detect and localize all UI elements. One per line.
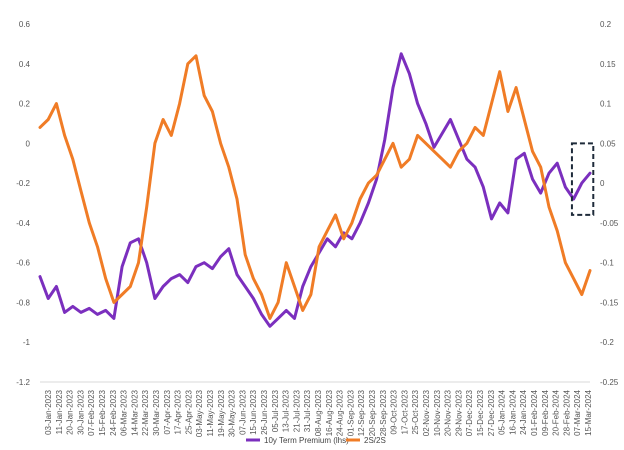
- x-tick-label: 24-Aug-2023: [336, 389, 345, 436]
- x-tick-label: 15-Jun-2023: [249, 389, 258, 434]
- x-tick-label: 07-Feb-2023: [87, 389, 96, 435]
- x-tick-label: 08-Aug-2023: [314, 389, 323, 436]
- x-tick-label: 07-Mar-2024: [573, 389, 582, 435]
- x-tick-label: 30-May-2023: [228, 389, 237, 437]
- x-tick-label: 05-Jul-2023: [271, 389, 280, 432]
- y-left-tick-label: 0: [26, 139, 31, 148]
- y-left-tick-label: -1: [23, 338, 31, 347]
- x-tick-label: 10-Nov-2023: [433, 389, 442, 436]
- y-right-tick-label: -0.15: [600, 298, 619, 307]
- y-left-tick-label: -0.8: [16, 298, 30, 307]
- x-tick-label: 21-Jul-2023: [292, 389, 301, 432]
- x-tick-label: 02-Nov-2023: [422, 389, 431, 436]
- x-tick-label: 17-Apr-2023: [174, 389, 183, 434]
- x-tick-label: 26-Jun-2023: [260, 389, 269, 434]
- x-tick-label: 09-Oct-2023: [390, 389, 399, 434]
- term-premium-line: [38, 52, 592, 328]
- x-tick-label: 24-Feb-2023: [109, 389, 118, 435]
- x-tick-label: 24-Jan-2024: [519, 389, 528, 434]
- x-tick-label: 31-Jul-2023: [303, 389, 312, 432]
- x-tick-label: 30-Jan-2023: [76, 389, 85, 434]
- x-tick-label: 07-Apr-2023: [163, 389, 172, 434]
- x-tick-label: 09-Feb-2024: [541, 389, 550, 435]
- two-s-two-s-line: [38, 54, 592, 320]
- x-tick-label: 28-Sep-2023: [379, 389, 388, 436]
- x-tick-label: 15-Dec-2023: [476, 389, 485, 436]
- x-tick-label: 22-Mar-2023: [141, 389, 150, 435]
- y-left-tick-label: 0.6: [19, 20, 31, 29]
- y-right-tick-label: 0.1: [600, 100, 612, 109]
- y-left-tick-label: 0.2: [19, 100, 31, 109]
- x-tick-label: 20-Nov-2023: [444, 389, 453, 436]
- x-tick-label: 16-Jan-2024: [508, 389, 517, 434]
- y-left-tick-label: -0.4: [16, 219, 30, 228]
- y-right-tick-label: -0.25: [600, 378, 619, 387]
- x-tick-label: 07-Jun-2023: [238, 389, 247, 434]
- y-left-tick-label: -1.2: [16, 378, 30, 387]
- x-tick-label: 30-Mar-2023: [152, 389, 161, 435]
- y-left-tick-label: 0.4: [19, 60, 31, 69]
- y-right-tick-label: 0: [600, 179, 605, 188]
- x-tick-label: 15-Mar-2024: [584, 389, 593, 435]
- x-tick-label: 20-Jan-2023: [66, 389, 75, 434]
- x-tick-label: 15-Feb-2023: [98, 389, 107, 435]
- y-right-tick-label: 0.05: [600, 139, 616, 148]
- x-tick-label: 16-Aug-2023: [325, 389, 334, 436]
- y-right-tick-label: -0.1: [600, 259, 614, 268]
- x-tick-label: 28-Feb-2024: [562, 389, 571, 435]
- x-tick-label: 20-Feb-2024: [552, 389, 561, 435]
- x-tick-label: 25-Apr-2023: [184, 389, 193, 434]
- x-tick-label: 29-Nov-2023: [454, 389, 463, 436]
- x-tick-label: 01-Sep-2023: [346, 389, 355, 436]
- x-tick-label: 01-Feb-2024: [530, 389, 539, 435]
- x-tick-label: 25-Oct-2023: [411, 389, 420, 434]
- y-right-tick-label: 0.2: [600, 20, 612, 29]
- x-tick-label: 06-Mar-2023: [120, 389, 129, 435]
- x-tick-label: 05-Jan-2024: [498, 389, 507, 434]
- x-tick-label: 12-Sep-2023: [357, 389, 366, 436]
- y-left-tick-label: -0.2: [16, 179, 30, 188]
- x-tick-label: 27-Dec-2023: [487, 389, 496, 436]
- x-tick-label: 03-Jan-2023: [44, 389, 53, 434]
- x-tick-label: 11-Jan-2023: [55, 389, 64, 434]
- y-left-tick-label: -0.6: [16, 259, 30, 268]
- legend-label-term-premium: 10y Term Premium (lhs): [264, 436, 349, 445]
- legend-label-two-s-two-s: 2S/2S: [364, 436, 386, 445]
- x-tick-label: 03-May-2023: [195, 389, 204, 437]
- x-tick-label: 07-Dec-2023: [465, 389, 474, 436]
- x-tick-label: 19-May-2023: [217, 389, 226, 437]
- x-tick-label: 17-Oct-2023: [400, 389, 409, 434]
- x-tick-label: 11-May-2023: [206, 389, 215, 436]
- x-tick-label: 13-Jul-2023: [282, 389, 291, 432]
- y-right-tick-label: 0.15: [600, 60, 616, 69]
- highlight-dashed-box: [570, 142, 595, 216]
- x-tick-label: 14-Mar-2023: [130, 389, 139, 435]
- y-right-tick-label: -0.05: [600, 219, 619, 228]
- x-tick-label: 20-Sep-2023: [368, 389, 377, 436]
- y-right-tick-label: -0.2: [600, 338, 614, 347]
